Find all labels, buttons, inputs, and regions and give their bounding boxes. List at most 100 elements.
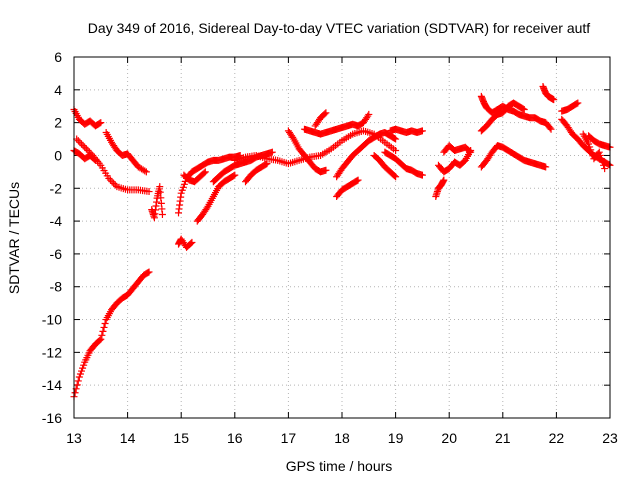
data-point-marker — [158, 211, 166, 219]
x-tick-label: 23 — [602, 430, 618, 446]
data-point-marker — [289, 133, 297, 141]
data-point-marker — [188, 238, 196, 246]
data-point-marker — [392, 135, 400, 143]
data-point-marker — [96, 119, 104, 127]
data-point-marker — [391, 172, 399, 180]
series-arc-18 — [333, 176, 362, 200]
data-point-marker — [263, 160, 271, 168]
y-axis-title: SDTVAR / TECUs — [6, 182, 22, 294]
data-point-marker — [76, 138, 84, 146]
series-arc-19 — [386, 125, 426, 136]
data-point-marker — [80, 361, 88, 369]
series-arc-17 — [333, 128, 400, 181]
data-point-marker — [111, 181, 119, 189]
series-arc-5 — [70, 268, 153, 401]
series-arc-3 — [73, 135, 153, 196]
data-point-marker — [597, 155, 605, 163]
series-arc-4 — [102, 128, 150, 176]
data-point-marker — [391, 134, 399, 142]
data-point-marker — [520, 106, 528, 114]
data-point-marker — [392, 173, 400, 181]
data-point-marker — [76, 370, 84, 378]
series-arc-7 — [175, 235, 196, 251]
series-arc-13 — [242, 160, 271, 186]
series-arc-23 — [434, 147, 475, 176]
data-point-marker — [600, 161, 608, 169]
data-point-marker — [595, 148, 603, 156]
data-point-marker — [587, 146, 595, 154]
data-point-marker — [84, 147, 92, 155]
x-tick-label: 16 — [227, 430, 243, 446]
data-point-marker — [144, 269, 152, 277]
data-point-marker — [466, 147, 474, 155]
data-point-marker — [75, 373, 83, 381]
series-arc-26 — [477, 99, 528, 135]
plot-frame — [73, 56, 611, 419]
x-tick-labels: 13 14 15 16 17 18 19 20 21 22 23 — [66, 430, 618, 446]
data-point-marker — [97, 119, 105, 127]
x-tick-label: 19 — [388, 430, 404, 446]
data-point-marker — [97, 335, 105, 343]
data-point-marker — [418, 127, 426, 135]
x-tick-label: 21 — [495, 430, 511, 446]
x-tick-label: 17 — [281, 430, 297, 446]
y-tick-label: -16 — [42, 410, 62, 426]
series-arc-15 — [300, 110, 373, 138]
data-point-marker — [110, 179, 118, 187]
y-tick-label: 2 — [54, 115, 62, 131]
y-tick-label: -14 — [42, 377, 62, 393]
y-tick-label: -10 — [42, 312, 62, 328]
data-point-marker — [79, 142, 87, 150]
data-point-marker — [145, 188, 153, 196]
data-points — [70, 83, 614, 401]
y-tick-label: -12 — [42, 344, 62, 360]
data-point-marker — [141, 167, 149, 175]
data-point-marker — [605, 161, 613, 169]
x-tick-label: 13 — [66, 430, 82, 446]
data-point-marker — [74, 137, 82, 145]
series-arc-6 — [148, 183, 166, 222]
series-arc-31 — [579, 130, 609, 173]
data-point-marker — [467, 148, 475, 156]
data-point-marker — [105, 174, 113, 182]
data-point-marker — [542, 163, 550, 171]
data-point-marker — [268, 148, 276, 156]
series-arc-28 — [539, 83, 558, 104]
y-tick-labels: 6 4 2 0 -2 -4 -6 -8 -10 -12 -14 -16 — [42, 49, 62, 426]
data-point-marker — [187, 239, 195, 247]
y-tick-label: -8 — [50, 279, 63, 295]
data-point-marker — [322, 109, 330, 117]
data-point-marker — [585, 140, 593, 148]
data-point-marker — [96, 336, 104, 344]
data-point-marker — [201, 168, 209, 176]
data-point-marker — [392, 147, 400, 155]
data-point-marker — [547, 125, 555, 133]
data-point-marker — [74, 377, 82, 385]
data-point-marker — [78, 140, 86, 148]
data-point-marker — [99, 327, 107, 335]
series-arc-9 — [180, 168, 209, 186]
data-point-marker — [262, 160, 270, 168]
x-tick-label: 15 — [173, 430, 189, 446]
data-point-marker — [87, 150, 95, 158]
data-point-marker — [100, 323, 108, 331]
series-arc-24 — [440, 142, 475, 156]
data-point-marker — [601, 165, 609, 173]
series-arc-29 — [558, 99, 582, 115]
data-point-marker — [179, 183, 187, 191]
data-point-marker — [354, 176, 362, 184]
y-tick-label: -2 — [50, 180, 63, 196]
data-point-marker — [353, 177, 361, 185]
data-point-marker — [101, 319, 109, 327]
y-tick-label: 0 — [54, 147, 62, 163]
data-point-marker — [573, 100, 581, 108]
data-point-marker — [598, 158, 606, 166]
data-point-marker — [364, 112, 372, 120]
series-arc-16 — [311, 109, 330, 130]
data-point-marker — [586, 143, 594, 151]
y-tick-label: -4 — [50, 213, 63, 229]
data-point-marker — [596, 151, 604, 159]
data-point-marker — [230, 172, 238, 180]
data-point-marker — [178, 186, 186, 194]
